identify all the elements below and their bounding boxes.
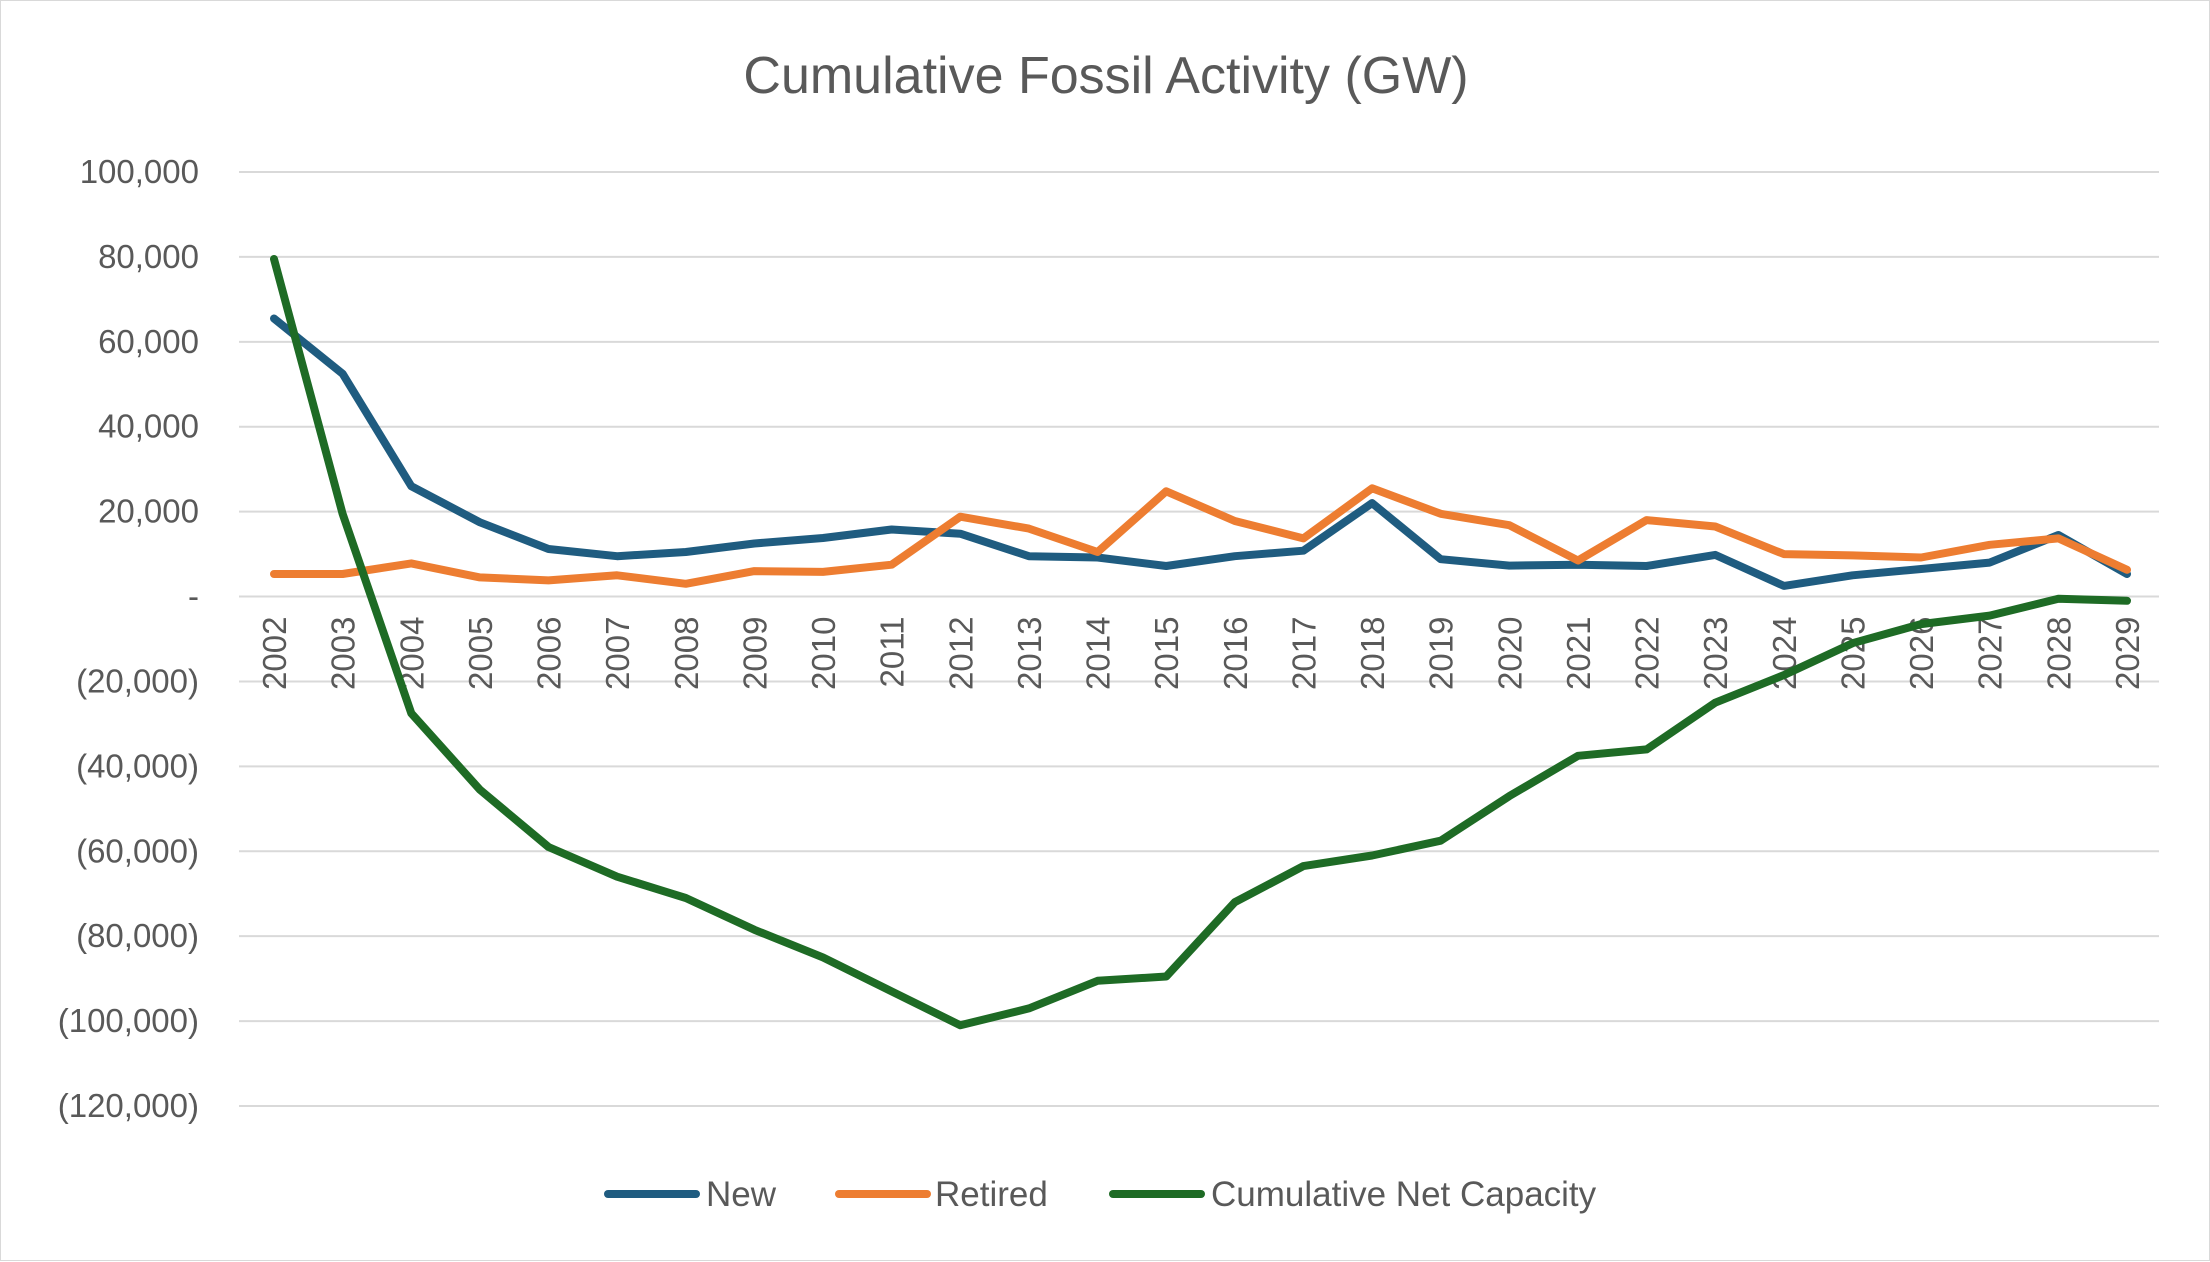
x-tick-label: 2011 [874, 617, 911, 688]
x-tick-label: 2009 [736, 617, 773, 690]
y-tick-label: (120,000) [58, 1087, 199, 1124]
y-tick-label: 60,000 [98, 323, 199, 360]
x-tick-label: 2015 [1148, 617, 1185, 690]
x-tick-label: 2020 [1491, 617, 1528, 690]
x-tick-label: 2016 [1217, 617, 1254, 690]
x-tick-label: 2013 [1011, 617, 1048, 690]
legend-item-retired: Retired [835, 1175, 1048, 1214]
series-line-retired [270, 484, 2131, 588]
x-tick-label: 2006 [531, 617, 568, 690]
legend-label: Cumulative Net Capacity [1211, 1175, 1597, 1214]
x-tick-label: 2022 [1629, 617, 1666, 690]
legend-label: New [706, 1175, 777, 1214]
series-lines [270, 255, 2131, 1030]
x-tick-label: 2018 [1354, 617, 1391, 690]
series-line-new [270, 314, 2131, 590]
y-tick-label: (100,000) [58, 1002, 199, 1039]
y-axis-tick-labels: 100,000 80,000 60,000 40,000 20,000 - (20,000)… [58, 153, 199, 1124]
x-tick-label: 2019 [1423, 617, 1460, 690]
x-tick-label: 2008 [668, 617, 705, 690]
x-tick-label: 2007 [599, 617, 636, 690]
x-tick-label: 2025 [1834, 617, 1871, 690]
x-tick-label: 2012 [942, 617, 979, 690]
y-tick-label: 40,000 [98, 408, 199, 445]
x-tick-label: 2010 [805, 617, 842, 690]
y-tick-label: 100,000 [80, 153, 199, 190]
legend-item-cumulative-net-capacity: Cumulative Net Capacity [1109, 1175, 1597, 1214]
legend-label: Retired [935, 1175, 1048, 1214]
y-tick-label: (80,000) [76, 917, 199, 954]
y-tick-label: - [188, 578, 199, 615]
x-tick-label: 2023 [1697, 617, 1734, 690]
x-tick-label: 2003 [325, 617, 362, 690]
y-tick-label: (60,000) [76, 832, 199, 869]
x-tick-label: 2005 [462, 617, 499, 690]
x-tick-label: 2021 [1560, 617, 1597, 690]
x-tick-label: 2017 [1285, 617, 1322, 690]
gridlines [239, 171, 2159, 1107]
legend: New Retired Cumulative Net Capacity [604, 1175, 1597, 1214]
y-tick-label: (40,000) [76, 747, 199, 784]
series-line-cumulative-net-capacity [270, 255, 2131, 1030]
x-tick-label: 2027 [1972, 617, 2009, 690]
x-tick-label: 2029 [2109, 617, 2146, 690]
x-tick-label: 2014 [1080, 617, 1117, 690]
x-tick-label: 2028 [2040, 617, 2077, 690]
chart-title: Cumulative Fossil Activity (GW) [743, 47, 1468, 105]
y-tick-label: 20,000 [98, 493, 199, 530]
y-tick-label: (20,000) [76, 662, 199, 699]
legend-item-new: New [604, 1175, 777, 1214]
x-tick-label: 2002 [256, 617, 293, 690]
x-axis-tick-labels: 2002 2003 2004 2005 2006 2007 2008 2009 2010 2011… [256, 617, 2146, 690]
y-tick-label: 80,000 [98, 238, 199, 275]
